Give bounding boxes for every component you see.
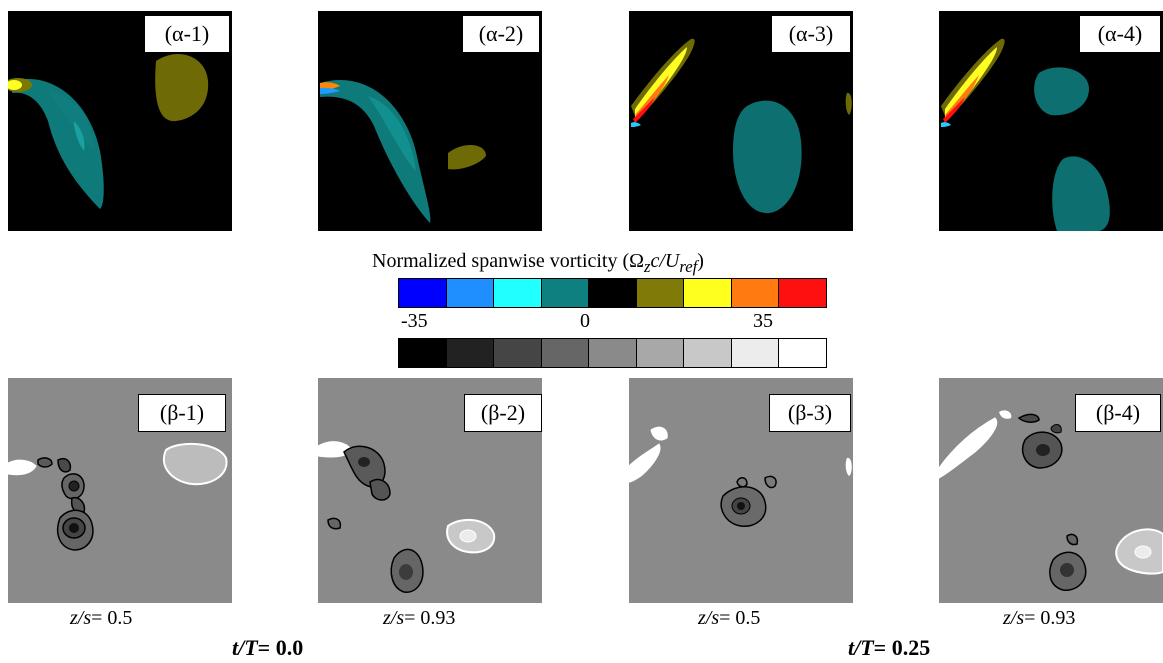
vorticity-panel-beta-2: (β-2) — [318, 378, 542, 603]
gray-swatch-1 — [446, 339, 494, 367]
panel-caption: z/s= 0.5 — [698, 607, 761, 629]
gray-swatch-5 — [636, 339, 684, 367]
gray-swatch-3 — [541, 339, 589, 367]
color-swatch-3 — [541, 279, 589, 307]
grayscale-contour-plot — [8, 442, 228, 551]
panel-label: (β-3) — [769, 394, 851, 432]
panel-caption: z/s= 0.5 — [70, 607, 133, 629]
panel-label: (α-4) — [1079, 15, 1161, 53]
gray-swatch-4 — [589, 339, 637, 367]
color-swatch-6 — [684, 279, 732, 307]
vorticity-panel-alpha-3: (α-3) — [629, 11, 853, 231]
time-label: t/T= 0.0 — [232, 635, 304, 660]
colorbar-title: Normalized spanwise vorticity (Ωzc/Uref) — [372, 250, 704, 276]
grayscale-contour-plot — [629, 426, 852, 527]
vorticity-contour-plot — [320, 80, 486, 224]
panel-label: (β-2) — [464, 394, 542, 432]
panel-label: (β-4) — [1075, 394, 1161, 432]
vorticity-panel-alpha-1: (α-1) — [8, 11, 232, 231]
panel-caption: z/s= 0.93 — [383, 607, 456, 629]
gray-swatch-7 — [731, 339, 779, 367]
vorticity-panel-alpha-4: (α-4) — [939, 11, 1163, 231]
vorticity-panel-alpha-2: (α-2) — [318, 11, 542, 231]
gray-swatch-6 — [684, 339, 732, 367]
color-swatch-1 — [446, 279, 494, 307]
color-colorbar — [398, 278, 827, 308]
color-swatch-0 — [399, 279, 447, 307]
vorticity-panel-beta-1: (β-1) — [8, 378, 232, 603]
panel-label: (α-2) — [462, 15, 540, 53]
vorticity-panel-beta-4: (β-4) — [939, 378, 1163, 603]
color-swatch-8 — [779, 279, 826, 307]
vorticity-panel-beta-3: (β-3) — [629, 378, 853, 603]
colorbar-mid-label: 0 — [580, 310, 590, 332]
gray-swatch-8 — [779, 339, 826, 367]
vorticity-contour-plot — [941, 38, 1110, 231]
grayscale-contour-plot — [939, 410, 1163, 591]
panel-label: (α-3) — [771, 15, 851, 53]
time-label: t/T= 0.25 — [848, 635, 931, 660]
color-swatch-5 — [636, 279, 684, 307]
gray-swatch-2 — [494, 339, 542, 367]
grayscale-colorbar — [398, 338, 827, 368]
vorticity-contour-plot — [8, 53, 209, 209]
colorbar-min-label: -35 — [401, 310, 428, 332]
panel-caption: z/s= 0.93 — [1003, 607, 1076, 629]
gray-swatch-0 — [399, 339, 447, 367]
grayscale-contour-plot — [318, 441, 496, 593]
vorticity-contour-plot — [631, 38, 852, 214]
color-swatch-7 — [731, 279, 779, 307]
color-swatch-4 — [589, 279, 637, 307]
panel-label: (α-1) — [144, 15, 230, 53]
color-swatch-2 — [494, 279, 542, 307]
colorbar-max-label: 35 — [753, 310, 773, 332]
panel-label: (β-1) — [138, 394, 226, 432]
